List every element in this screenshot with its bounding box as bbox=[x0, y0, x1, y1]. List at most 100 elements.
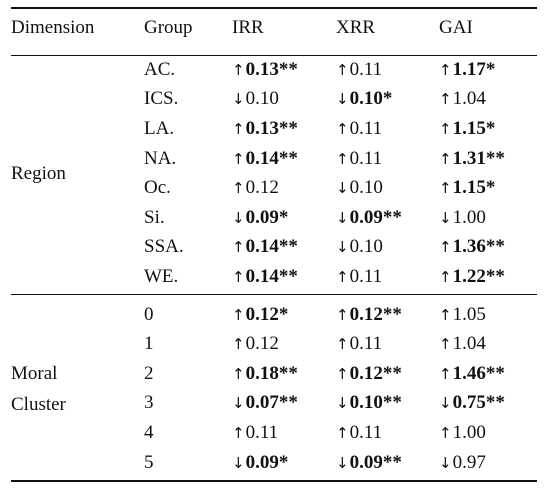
up-arrow-icon: ↑ bbox=[232, 60, 245, 79]
cell-value: 0.10 bbox=[349, 177, 383, 199]
table-row: 4 ↑0.11 ↑0.11 ↑1.00 bbox=[11, 418, 537, 448]
down-arrow-icon: ↓ bbox=[439, 394, 452, 413]
up-arrow-icon: ↑ bbox=[439, 149, 452, 168]
gai-cell: ↑1.17* bbox=[439, 55, 537, 85]
irr-cell: ↑0.18** bbox=[232, 359, 336, 389]
up-arrow-icon: ↑ bbox=[232, 179, 245, 198]
cell-value: 0.11 bbox=[349, 421, 383, 443]
header-group: Group bbox=[144, 16, 193, 38]
group-cell: Si. bbox=[144, 206, 165, 228]
xrr-cell: ↑0.11 bbox=[336, 144, 439, 174]
cell-value: 0.14** bbox=[245, 147, 298, 169]
up-arrow-icon: ↑ bbox=[439, 423, 452, 442]
down-arrow-icon: ↓ bbox=[336, 453, 349, 472]
group-cell: AC. bbox=[144, 58, 176, 80]
down-arrow-icon: ↓ bbox=[439, 453, 452, 472]
cell-value: 0.75** bbox=[452, 392, 505, 414]
gai-cell: ↑1.00 bbox=[439, 418, 537, 448]
gai-cell: ↑1.31** bbox=[439, 144, 537, 174]
irr-cell: ↑0.14** bbox=[232, 262, 336, 292]
table-row: Oc. ↑0.12 ↓0.10 ↑1.15* bbox=[11, 173, 537, 203]
group-cell: LA. bbox=[144, 117, 175, 139]
xrr-cell: ↑0.11 bbox=[336, 114, 439, 144]
bottom-rule bbox=[11, 480, 537, 483]
gai-cell: ↓0.97 bbox=[439, 448, 537, 478]
cell-value: 1.36** bbox=[452, 236, 505, 258]
cell-value: 0.14** bbox=[245, 236, 298, 258]
xrr-cell: ↓0.10* bbox=[336, 85, 439, 115]
down-arrow-icon: ↓ bbox=[232, 453, 245, 472]
cell-value: 0.11 bbox=[349, 117, 383, 139]
cell-value: 0.09* bbox=[245, 451, 289, 473]
header-gai: GAI bbox=[439, 16, 473, 38]
up-arrow-icon: ↑ bbox=[232, 267, 245, 286]
irr-cell: ↓0.09* bbox=[232, 203, 336, 233]
group-cell: 1 bbox=[144, 333, 154, 355]
cell-value: 0.09* bbox=[245, 206, 289, 228]
up-arrow-icon: ↑ bbox=[336, 60, 349, 79]
up-arrow-icon: ↑ bbox=[439, 119, 452, 138]
cell-value: 0.07** bbox=[245, 392, 298, 414]
group-cell: ICS. bbox=[144, 88, 179, 110]
gai-cell: ↑1.04 bbox=[439, 329, 537, 359]
up-arrow-icon: ↑ bbox=[439, 179, 452, 198]
dimension-label: Region bbox=[11, 162, 66, 184]
table-row: LA. ↑0.13** ↑0.11 ↑1.15* bbox=[11, 114, 537, 144]
group-cell: 0 bbox=[144, 303, 154, 325]
results-table: Dimension Group IRR XRR GAI Region AC. ↑0.… bbox=[11, 0, 537, 477]
top-rule bbox=[11, 7, 537, 9]
group-cell: NA. bbox=[144, 147, 177, 169]
group-cell: SSA. bbox=[144, 236, 184, 258]
up-arrow-icon: ↑ bbox=[439, 238, 452, 257]
xrr-cell: ↑0.11 bbox=[336, 418, 439, 448]
cell-value: 1.04 bbox=[452, 88, 486, 110]
irr-cell: ↑0.14** bbox=[232, 233, 336, 263]
cell-value: 0.11 bbox=[349, 265, 383, 287]
cell-value: 1.46** bbox=[452, 362, 505, 384]
xrr-cell: ↓0.09** bbox=[336, 448, 439, 478]
down-arrow-icon: ↓ bbox=[336, 238, 349, 257]
up-arrow-icon: ↑ bbox=[232, 335, 245, 354]
cell-value: 0.09** bbox=[349, 451, 402, 473]
cell-value: 1.04 bbox=[452, 333, 486, 355]
xrr-cell: ↑0.12** bbox=[336, 300, 439, 330]
up-arrow-icon: ↑ bbox=[336, 364, 349, 383]
irr-cell: ↓0.10 bbox=[232, 85, 336, 115]
down-arrow-icon: ↓ bbox=[336, 394, 349, 413]
down-arrow-icon: ↓ bbox=[232, 394, 245, 413]
cell-value: 1.22** bbox=[452, 265, 505, 287]
dimension-label: Cluster bbox=[11, 393, 66, 415]
cell-value: 0.10 bbox=[245, 88, 279, 110]
group-cell: 2 bbox=[144, 362, 154, 384]
irr-cell: ↓0.07** bbox=[232, 389, 336, 419]
irr-cell: ↑0.13** bbox=[232, 55, 336, 85]
xrr-cell: ↓0.10 bbox=[336, 173, 439, 203]
up-arrow-icon: ↑ bbox=[232, 423, 245, 442]
cell-value: 0.14** bbox=[245, 265, 298, 287]
gai-cell: ↑1.36** bbox=[439, 233, 537, 263]
irr-cell: ↑0.11 bbox=[232, 418, 336, 448]
cell-value: 0.11 bbox=[349, 333, 383, 355]
cell-value: 0.10 bbox=[349, 236, 383, 258]
table-row: SSA. ↑0.14** ↓0.10 ↑1.36** bbox=[11, 233, 537, 263]
gai-cell: ↑1.22** bbox=[439, 262, 537, 292]
up-arrow-icon: ↑ bbox=[336, 119, 349, 138]
group-cell: 4 bbox=[144, 421, 154, 443]
down-arrow-icon: ↓ bbox=[232, 90, 245, 109]
cell-value: 0.11 bbox=[349, 147, 383, 169]
cell-value: 0.13** bbox=[245, 117, 298, 139]
xrr-cell: ↑0.11 bbox=[336, 55, 439, 85]
header-xrr: XRR bbox=[336, 16, 376, 38]
xrr-cell: ↑0.11 bbox=[336, 262, 439, 292]
up-arrow-icon: ↑ bbox=[439, 90, 452, 109]
up-arrow-icon: ↑ bbox=[336, 335, 349, 354]
gai-cell: ↑1.05 bbox=[439, 300, 537, 330]
xrr-cell: ↓0.10 bbox=[336, 233, 439, 263]
cell-value: 0.13** bbox=[245, 58, 298, 80]
up-arrow-icon: ↑ bbox=[232, 364, 245, 383]
cell-value: 0.18** bbox=[245, 362, 298, 384]
down-arrow-icon: ↓ bbox=[336, 90, 349, 109]
gai-cell: ↑1.04 bbox=[439, 85, 537, 115]
cell-value: 1.05 bbox=[452, 303, 486, 325]
